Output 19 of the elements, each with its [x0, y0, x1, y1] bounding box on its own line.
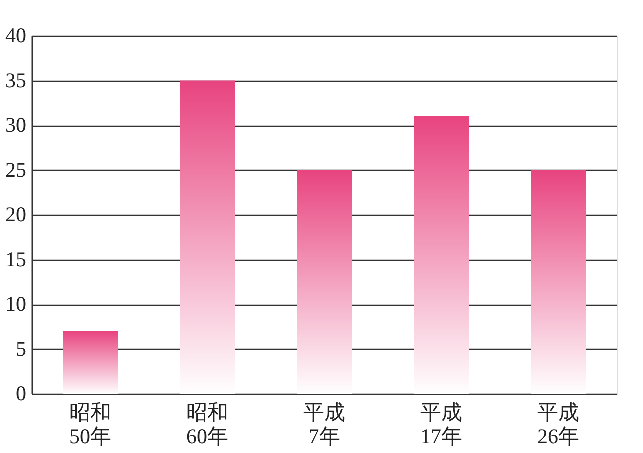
bar	[414, 116, 469, 394]
y-tick-label: 0	[16, 382, 26, 406]
x-tick-label: 平成 26年	[538, 400, 580, 448]
y-tick-label: 25	[6, 158, 26, 182]
x-tick-label: 平成 7年	[304, 400, 346, 448]
y-tick-label: 20	[6, 202, 26, 226]
bar	[297, 170, 352, 394]
y-tick-label: 40	[6, 24, 26, 48]
y-tick-label: 35	[6, 68, 26, 92]
bar	[531, 170, 586, 394]
y-tick-label: 5	[16, 336, 26, 361]
bar	[63, 331, 118, 394]
x-tick-label: 平成 17年	[420, 400, 462, 448]
y-tick-label: 10	[6, 292, 26, 316]
y-tick-label: 30	[6, 113, 26, 137]
y-tick-label: 15	[6, 247, 26, 272]
x-tick-label: 昭和 60年	[186, 400, 228, 448]
x-tick-label: 昭和 50年	[70, 400, 112, 448]
bar	[180, 80, 235, 394]
